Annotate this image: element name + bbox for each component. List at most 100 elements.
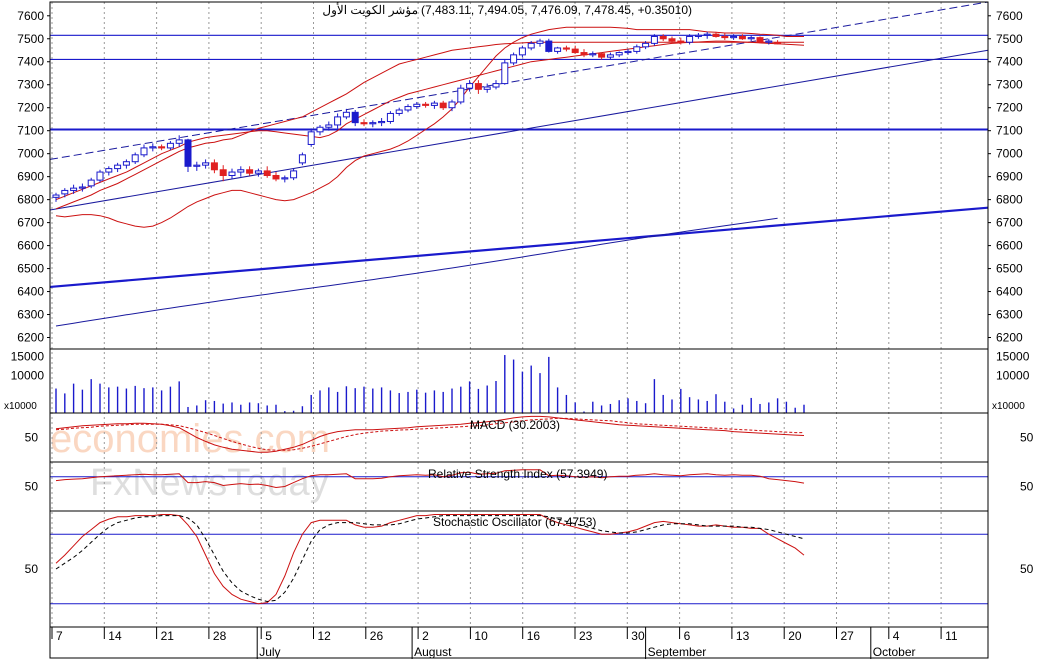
candle-body <box>562 47 570 50</box>
price-tick-label-left: 6700 <box>17 216 44 230</box>
x-axis-day-label: 13 <box>736 629 750 643</box>
macd-panel <box>55 415 805 453</box>
candle-body <box>686 35 694 43</box>
price-tick-label-left: 6200 <box>17 331 44 345</box>
bollinger-band-lower <box>55 40 805 201</box>
indicator-tick-label-left: 50 <box>25 562 39 576</box>
rsi-line <box>55 469 805 489</box>
candle-body <box>114 164 122 170</box>
candle-body <box>545 40 553 52</box>
x-axis-day-label: 16 <box>527 629 541 643</box>
candle-body <box>466 83 474 89</box>
price-tick-label-right: 6200 <box>996 331 1023 345</box>
candle-body <box>140 147 148 156</box>
candle-body <box>184 139 192 167</box>
price-tick-label-left: 6900 <box>17 170 44 184</box>
volume-tick-label-right: 10000 <box>996 368 1030 382</box>
stochastic-title: Stochastic Oscillator (67.4753) <box>433 515 596 529</box>
candle-body <box>598 53 606 58</box>
moving-average-line <box>55 217 778 327</box>
stochastic-k-line <box>55 514 805 605</box>
candle-body <box>70 187 78 191</box>
candle-body <box>395 109 403 114</box>
x-axis-month-label: July <box>259 645 280 659</box>
candle-body <box>633 46 641 52</box>
candle-body <box>404 106 412 111</box>
volume-tick-label-left: 10000 <box>11 368 45 382</box>
volume-multiplier-right: x10000 <box>992 401 1025 412</box>
candle-body <box>131 154 139 163</box>
price-tick-label-left: 6800 <box>17 193 44 207</box>
candle-body <box>263 170 271 177</box>
candle-body <box>668 38 676 42</box>
candle-body <box>501 62 509 85</box>
price-tick-label-left: 6300 <box>17 308 44 322</box>
price-tick-label-right: 7400 <box>996 55 1023 69</box>
price-tick-label-left: 7100 <box>17 124 44 138</box>
grid-layer <box>51 2 942 627</box>
volume-multiplier-left: x10000 <box>4 401 37 412</box>
price-panel <box>49 1 989 327</box>
candle-body <box>624 50 632 54</box>
price-tick-label-right: 6600 <box>996 239 1023 253</box>
x-axis-day-label: 23 <box>579 629 593 643</box>
x-axis-day-label: 4 <box>893 629 900 643</box>
candle-body <box>554 47 562 52</box>
candle-body <box>210 162 218 171</box>
candle-body <box>774 42 782 45</box>
panel-border-vol <box>49 348 989 414</box>
candle-body <box>386 112 394 122</box>
candle-body <box>272 175 280 180</box>
price-tick-label-right: 7000 <box>996 147 1023 161</box>
price-tick-label-left: 7300 <box>17 78 44 92</box>
axes-layer: 7600 7600 7500 7500 7400 7400 7300 7300 7200 7200… <box>11 1 1034 659</box>
candle-body <box>122 161 130 166</box>
watermark-logo: economies.com FxNewsToday <box>50 417 330 504</box>
trendline-long <box>49 206 989 289</box>
candle-body <box>703 33 711 36</box>
price-tick-label-right: 6800 <box>996 193 1023 207</box>
candle-body <box>325 124 333 128</box>
candle-body <box>158 146 166 149</box>
candle-body <box>78 186 86 189</box>
bollinger-band-mid <box>55 41 804 210</box>
candle-body <box>510 54 518 64</box>
candle-body <box>527 42 535 49</box>
candle-body <box>536 40 544 44</box>
rsi-title: Relative Strength Index (57.3949) <box>428 467 607 481</box>
volume-tick-label-right: 15000 <box>996 350 1030 364</box>
indicator-tick-label-left: 50 <box>25 431 39 445</box>
price-tick-label-right: 6900 <box>996 170 1023 184</box>
candle-body <box>457 87 465 103</box>
candle-body <box>589 53 597 56</box>
trendline-dashed <box>49 1 989 160</box>
candle-body <box>316 126 324 133</box>
x-axis-month-label: August <box>414 645 452 659</box>
candle-body <box>246 169 254 174</box>
candle-body <box>360 122 368 125</box>
x-axis-day-label: 5 <box>265 629 272 643</box>
x-axis-day-label: 26 <box>370 629 384 643</box>
candle-body <box>351 111 359 124</box>
candle-body <box>518 47 526 56</box>
candle-body <box>492 83 500 88</box>
indicator-tick-label-right: 50 <box>1020 562 1034 576</box>
price-tick-label-right: 7300 <box>996 78 1023 92</box>
x-axis-day-label: 20 <box>788 629 802 643</box>
x-axis-month-label: October <box>873 645 916 659</box>
price-tick-label-right: 6400 <box>996 285 1023 299</box>
candle-body <box>422 103 430 106</box>
x-axis-day-label: 14 <box>108 629 122 643</box>
candle-body <box>738 35 746 40</box>
indicator-tick-label-left: 50 <box>25 480 39 494</box>
candle-body <box>307 131 315 145</box>
candle-body <box>448 101 456 109</box>
candle-body <box>334 116 342 126</box>
macd-line <box>55 415 805 453</box>
candle-body <box>237 169 245 173</box>
indicator-tick-label-right: 50 <box>1020 431 1034 445</box>
price-tick-label-left: 6500 <box>17 262 44 276</box>
candle-body <box>615 52 623 56</box>
candle-body <box>342 111 350 118</box>
